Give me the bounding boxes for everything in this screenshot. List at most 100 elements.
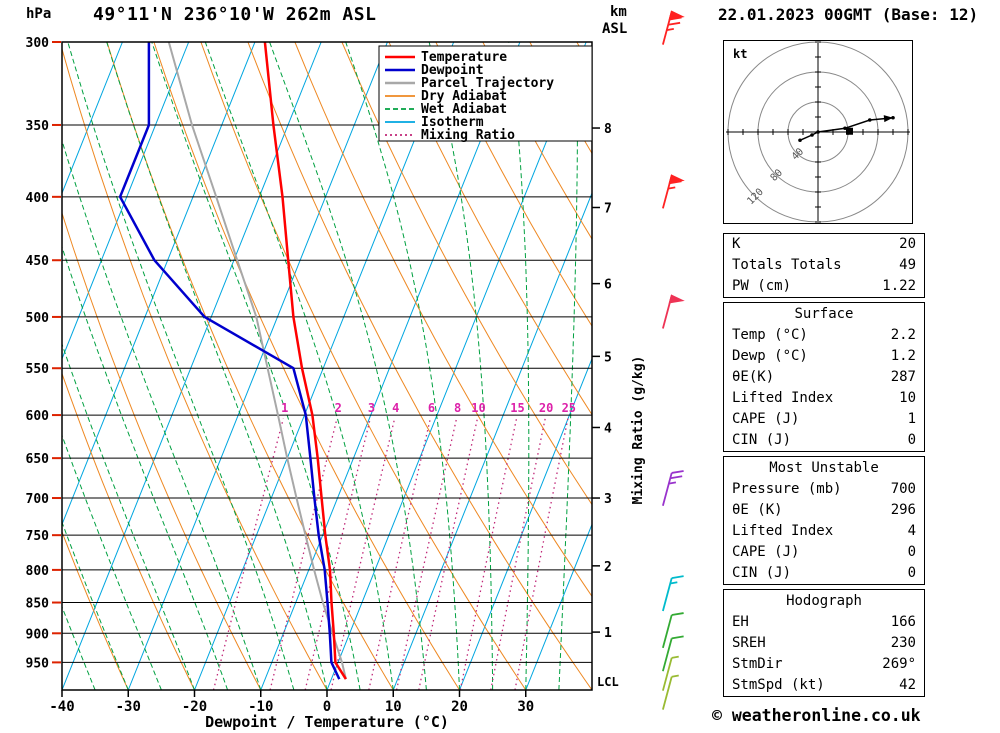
- legend-label: Dewpoint: [421, 63, 484, 78]
- km-tick-label: 5: [604, 350, 612, 365]
- mixing-ratio-value: 25: [562, 401, 576, 415]
- hodograph-trace: [799, 117, 894, 141]
- stat-label: Lifted Index: [732, 523, 834, 539]
- stat-value: 49: [899, 257, 916, 273]
- pressure-tick-label: 400: [26, 191, 50, 206]
- mixing-ratio-value: 3: [368, 401, 375, 415]
- indices-table: K 20 Totals Totals 49 PW (cm) 1.22: [723, 233, 925, 298]
- surface-table: Surface Temp (°C) 2.2 Dewp (°C) 1.2 θE(K) 287 L…: [723, 302, 925, 452]
- wind-barb: [662, 612, 684, 649]
- stat-row: Temp (°C) 2.2: [724, 325, 924, 346]
- stat-value: 0: [907, 432, 916, 448]
- hodograph-table: Hodograph EH 166 SREH 230 StmDir 269° StmSpd (k…: [723, 589, 925, 697]
- legend-label: Dry Adiabat: [421, 89, 507, 104]
- wind-barb: [662, 10, 685, 45]
- pressure-tick-label: 450: [26, 254, 50, 269]
- pressure-tick-label: 550: [26, 362, 50, 377]
- temp-tick-label: 10: [385, 699, 402, 715]
- stat-value: 1.22: [882, 278, 916, 294]
- stat-value: 700: [890, 481, 916, 497]
- stat-label: θE (K): [732, 502, 783, 518]
- stat-label: StmSpd (kt): [732, 677, 825, 693]
- wind-barb: [662, 470, 684, 507]
- stat-label: Temp (°C): [732, 327, 808, 343]
- stat-row: K 20: [724, 234, 924, 255]
- pressure-tick-label: 750: [26, 529, 50, 544]
- pressure-tick-label: 500: [26, 311, 50, 326]
- km-tick-label: 6: [604, 278, 612, 293]
- stat-value: 166: [890, 614, 916, 630]
- mixing-ratio-value: 2: [335, 401, 342, 415]
- stat-row: SREH 230: [724, 633, 924, 654]
- legend-label: Temperature: [421, 50, 507, 65]
- stat-value: 4: [907, 523, 916, 539]
- temp-tick-label: 20: [451, 699, 468, 715]
- stat-label: K: [732, 236, 741, 252]
- pressure-tick-label: 850: [26, 597, 50, 612]
- temp-tick-label: -10: [248, 699, 273, 715]
- stat-row: EH 166: [724, 612, 924, 633]
- stat-label: θE(K): [732, 369, 775, 385]
- stat-row: StmSpd (kt) 42: [724, 675, 924, 696]
- wind-barb: [662, 635, 684, 672]
- stat-value: 42: [899, 677, 916, 693]
- altitude-unit-km-label: km: [610, 4, 627, 20]
- hodograph-border: [723, 40, 913, 224]
- stat-label: EH: [732, 614, 749, 630]
- skewt-chart: 1 2 3 4 6 8 10 15 20 2530035040045050055060065070…: [26, 10, 685, 731]
- stat-value: 2.2: [890, 327, 916, 343]
- copyright: © weatheronline.co.uk: [712, 706, 921, 725]
- stat-row: Totals Totals 49: [724, 255, 924, 276]
- km-tick-label: 1: [604, 626, 612, 641]
- temp-tick-label: 0: [323, 699, 331, 715]
- stat-row: StmDir 269°: [724, 654, 924, 675]
- wind-barb: [662, 174, 685, 209]
- stat-label: PW (cm): [732, 278, 792, 294]
- stat-label: CIN (J): [732, 432, 792, 448]
- stat-value: 20: [899, 236, 916, 252]
- km-tick-label: 7: [604, 201, 612, 216]
- hodograph-unit-label: kt: [733, 47, 747, 61]
- stat-row: Pressure (mb) 700: [724, 479, 924, 500]
- stat-value: 269°: [882, 656, 916, 672]
- legend-label: Isotherm: [421, 115, 484, 130]
- stat-label: StmDir: [732, 656, 783, 672]
- wind-barb: [662, 294, 685, 329]
- legend-label: Mixing Ratio: [421, 128, 515, 143]
- km-tick-label: 8: [604, 122, 612, 137]
- stat-label: Totals Totals: [732, 257, 842, 273]
- stat-row: Lifted Index 10: [724, 388, 924, 409]
- stat-value: 296: [890, 502, 916, 518]
- wind-barb: [662, 674, 679, 710]
- most-unstable-table: Most Unstable Pressure (mb) 700 θE (K) 296 Li…: [723, 456, 925, 585]
- stat-label: CAPE (J): [732, 411, 800, 427]
- stat-value: 0: [907, 544, 916, 560]
- table-title: Most Unstable: [769, 460, 879, 476]
- wind-barb: [662, 655, 679, 691]
- temp-tick-label: -30: [116, 699, 141, 715]
- pressure-unit-label: hPa: [26, 6, 52, 22]
- stat-row: Dewp (°C) 1.2: [724, 346, 924, 367]
- mixing-ratio-value: 6: [428, 401, 435, 415]
- mixing-ratio-value: 20: [539, 401, 553, 415]
- lcl-label: LCL: [597, 675, 619, 689]
- temperature-curve: [263, 42, 347, 680]
- stats-panel: K 20 Totals Totals 49 PW (cm) 1.22 Surface Temp…: [723, 233, 925, 701]
- stat-label: SREH: [732, 635, 766, 651]
- mixing-ratio-value: 1: [281, 401, 288, 415]
- legend-label: Parcel Trajectory: [421, 76, 554, 91]
- stat-value: 230: [890, 635, 916, 651]
- stat-label: Dewp (°C): [732, 348, 808, 364]
- mixing-ratio-value: 15: [510, 401, 524, 415]
- stat-row: Lifted Index 4: [724, 521, 924, 542]
- altitude-unit-asl-label: ASL: [602, 21, 628, 37]
- mixing-ratio-value: 10: [471, 401, 485, 415]
- x-axis-title: Dewpoint / Temperature (°C): [205, 713, 449, 731]
- pressure-tick-label: 600: [26, 409, 50, 424]
- storm-motion-marker: [846, 127, 853, 135]
- table-title: Hodograph: [786, 593, 862, 609]
- hodograph-trace-arrow: [883, 115, 893, 123]
- stat-label: CAPE (J): [732, 544, 800, 560]
